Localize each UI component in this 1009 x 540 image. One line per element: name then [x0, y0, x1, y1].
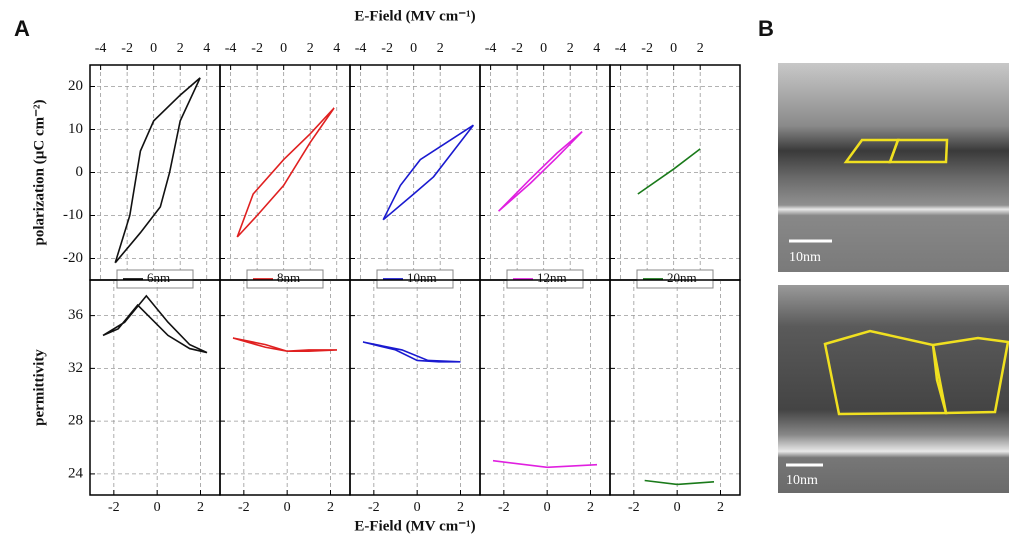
y-tick-label: -10	[63, 207, 83, 223]
x-tick-label: 4	[203, 41, 210, 56]
grain-outline	[931, 336, 1009, 415]
y-tick-label: 32	[68, 360, 83, 376]
x-tick-label: 2	[327, 500, 334, 515]
x-tick-label: -2	[381, 41, 393, 56]
x-tick-label: -4	[225, 41, 237, 56]
panel-label: A	[14, 16, 30, 41]
x-tick-label: 0	[154, 500, 161, 515]
grain-outline	[888, 138, 949, 164]
x-tick-label: 0	[284, 500, 291, 515]
scale-label: 10nm	[789, 250, 821, 265]
x-tick-label: 0	[414, 500, 421, 515]
tem-image: 10nm	[778, 285, 1009, 493]
tem-photo	[778, 63, 1009, 272]
x-tick-label: 2	[307, 41, 314, 56]
x-tick-label: 2	[697, 41, 704, 56]
x-tick-label: -4	[95, 41, 107, 56]
x-tick-label: 0	[540, 41, 547, 56]
legend-box	[376, 269, 454, 289]
x-tick-label: -2	[251, 41, 263, 56]
y-tick-label: 20	[68, 78, 83, 94]
x-tick-label: 4	[593, 41, 600, 56]
x-tick-label: -2	[121, 41, 133, 56]
x-tick-label: 0	[674, 500, 681, 515]
x-tick-label: 2	[197, 500, 204, 515]
data-line	[114, 77, 201, 264]
data-line	[492, 459, 598, 469]
data-line	[498, 131, 583, 212]
data-line	[382, 124, 475, 221]
x-tick-label: -4	[615, 41, 627, 56]
x-tick-label: -2	[498, 500, 510, 515]
y-tick-label: 28	[68, 413, 83, 429]
x-tick-label: 0	[670, 41, 677, 56]
x-tick-label: 2	[567, 41, 574, 56]
scale-label: 10nm	[786, 473, 818, 488]
y-tick-label: -20	[63, 250, 83, 266]
x-tick-label: -2	[511, 41, 523, 56]
x-tick-label: 2	[587, 500, 594, 515]
legend-box	[636, 269, 714, 289]
data-line	[236, 107, 335, 238]
x-tick-label: 0	[544, 500, 551, 515]
x-tick-label: -2	[108, 500, 120, 515]
data-line	[232, 337, 338, 353]
x-tick-label: -2	[628, 500, 640, 515]
x-tick-label: 2	[457, 500, 464, 515]
data-line	[637, 148, 701, 195]
y-axis-label: permittivity	[31, 349, 47, 426]
x-tick-label: 2	[717, 500, 724, 515]
x-tick-label: 2	[437, 41, 444, 56]
legend-label: 6nm	[147, 270, 170, 285]
legend-label: 20nm	[667, 270, 697, 285]
legend-label: 10nm	[407, 270, 437, 285]
x-tick-label: 2	[177, 41, 184, 56]
x-axis-label: E-Field (MV cm⁻¹)	[354, 8, 475, 24]
x-tick-label: 0	[410, 41, 417, 56]
data-line	[644, 479, 715, 486]
y-axis-label: polarization (µC cm⁻²)	[31, 99, 47, 245]
tem-photo	[778, 285, 1009, 493]
panel-label: B	[758, 16, 774, 41]
y-tick-label: 24	[68, 465, 84, 481]
x-tick-label: -2	[238, 500, 250, 515]
legend-box	[506, 269, 584, 289]
x-axis-label: E-Field (MV cm⁻¹)	[354, 518, 475, 534]
y-tick-label: 10	[68, 121, 83, 137]
plot-frame	[609, 279, 741, 496]
legend-box	[246, 269, 324, 289]
x-tick-label: -2	[641, 41, 653, 56]
data-line	[362, 341, 461, 363]
legend-box	[116, 269, 194, 289]
x-tick-label: 0	[150, 41, 157, 56]
y-tick-label: 0	[76, 164, 84, 180]
data-line	[102, 294, 208, 354]
legend-label: 12nm	[537, 270, 567, 285]
x-tick-label: 0	[280, 41, 287, 56]
legend-label: 8nm	[277, 270, 300, 285]
grain-outline	[823, 329, 948, 416]
y-tick-label: 36	[68, 307, 84, 323]
tem-image: 10nm	[778, 63, 1009, 272]
x-tick-label: -4	[485, 41, 497, 56]
x-tick-label: 4	[333, 41, 340, 56]
x-tick-label: -4	[355, 41, 367, 56]
x-tick-label: -2	[368, 500, 380, 515]
